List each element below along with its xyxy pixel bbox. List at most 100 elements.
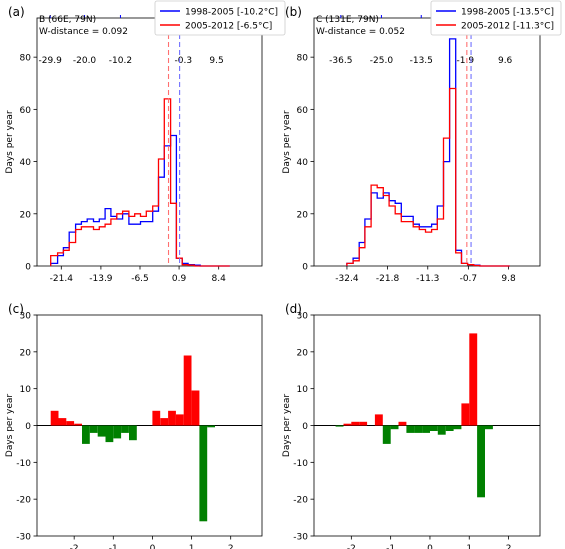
panel-c-bar xyxy=(113,425,122,439)
panel-a-metric: W-distance = 0.092 xyxy=(39,27,128,37)
panel-d-ylabel: Days per year xyxy=(282,394,292,458)
panel-c-bar xyxy=(129,425,137,441)
panel-a-legend-label: 2005-2012 [-6.5°C] xyxy=(185,22,272,32)
panel-c-bar xyxy=(50,410,59,426)
panel-c-xtick-label: -2 xyxy=(70,544,79,549)
panel-b-xtick-label: -0.7 xyxy=(460,274,478,284)
panel-c-bar xyxy=(82,425,90,444)
panel-d-ytick-label: -10 xyxy=(293,459,308,469)
panel-d-ytick-label: 20 xyxy=(297,348,309,358)
panel-d-bar xyxy=(445,425,454,431)
panel-d-xtick-label: 0 xyxy=(427,544,433,549)
panel-a-series-1 xyxy=(50,134,230,267)
panel-c-bar xyxy=(89,425,98,433)
panel-a-xtick-label: -13.9 xyxy=(89,274,113,284)
panel-b-frame xyxy=(313,17,541,267)
panel-d-xtick-label: 1 xyxy=(466,544,472,549)
panel-b-legend-label: 2005-2012 [-11.3°C] xyxy=(461,22,554,32)
panel-c-xtick-label: -1 xyxy=(109,544,118,549)
panel-d-bar xyxy=(469,333,478,426)
panel-d-bar xyxy=(414,425,423,433)
panel-a-ytick-label: 40 xyxy=(20,158,32,168)
panel-a-ytick-label: 80 xyxy=(20,54,32,64)
panel-c-ytick-label: -20 xyxy=(16,496,31,506)
panel-c-bar xyxy=(168,410,176,426)
panel-d-label: (d) xyxy=(285,302,302,316)
panel-a-ytick-label: 0 xyxy=(25,263,31,273)
panel-c-bar xyxy=(207,425,215,428)
panel-b-series-2 xyxy=(346,87,510,267)
panel-c-bar xyxy=(121,425,129,433)
panel-a-top-tick-label: -29.9 xyxy=(39,56,63,66)
panel-c-label: (c) xyxy=(8,302,24,316)
panel-b-site: C (131E, 79N) xyxy=(316,15,379,25)
panel-a-ytick-label: 20 xyxy=(20,210,32,220)
panel-b-ytick-label: 40 xyxy=(297,158,309,168)
panel-c-ytick-label: 20 xyxy=(20,348,32,358)
panel-b-legend-label: 1998-2005 [-13.5°C] xyxy=(461,8,554,18)
panel-a-top-tick-label: -0.3 xyxy=(175,56,193,66)
panel-d-bar xyxy=(374,414,383,426)
panel-a-top-tick-label: -20.0 xyxy=(73,56,97,66)
panel-c-bar xyxy=(175,414,184,426)
panel-c-bar xyxy=(152,410,161,426)
panel-c-ytick-label: 10 xyxy=(20,385,32,395)
panel-a-top-tick-label: -10.2 xyxy=(109,56,132,66)
panel-a-top-tick-label: 9.5 xyxy=(209,56,223,66)
panel-b-metric: W-distance = 0.052 xyxy=(316,27,405,37)
panel-b-xtick-label: -32.4 xyxy=(335,274,359,284)
panel-d-bar xyxy=(406,425,415,433)
panel-d-xtick-label: -1 xyxy=(386,544,395,549)
panel-c-bar xyxy=(160,418,169,426)
panel-d-bar xyxy=(335,425,344,427)
panel-c-xtick-label: 0 xyxy=(150,544,156,549)
panel-c-ytick-label: 30 xyxy=(20,312,32,322)
panel-d-bar xyxy=(351,421,360,426)
panel-d-ytick-label: -20 xyxy=(293,496,308,506)
panel-a-label: (a) xyxy=(8,5,25,19)
panel-d-xtick-label: 2 xyxy=(506,544,512,549)
panel-d-bar xyxy=(437,425,446,435)
panel-b-xtick-label: -21.8 xyxy=(376,274,400,284)
panel-c-bar xyxy=(191,390,200,426)
panel-d-bar xyxy=(382,425,391,444)
panel-c-bar xyxy=(66,421,75,426)
panel-d-bar xyxy=(422,425,430,433)
panel-b-ylabel: Days per year xyxy=(282,110,292,174)
panel-c-ytick-label: -10 xyxy=(16,459,31,469)
panel-a-site: B (66E, 79N) xyxy=(39,15,96,25)
panel-b-label: (b) xyxy=(285,5,302,19)
panel-b-top-tick-label: -13.5 xyxy=(410,56,433,66)
panel-d-bar xyxy=(453,425,462,430)
panel-a-legend-label: 1998-2005 [-10.2°C] xyxy=(185,8,278,18)
panel-b-ytick-label: 0 xyxy=(302,263,308,273)
panel-a-series-2 xyxy=(50,98,230,267)
panel-c-bar xyxy=(199,425,208,522)
panel-d-bar xyxy=(461,403,470,426)
panel-d-xtick-label: -2 xyxy=(347,544,356,549)
panel-c-ytick-label: -30 xyxy=(16,533,31,543)
panel-b-legend xyxy=(430,0,562,36)
panel-b-top-tick-label: -1.9 xyxy=(457,56,475,66)
panel-b-ytick-label: 20 xyxy=(297,210,309,220)
panel-d-ytick-label: 0 xyxy=(302,422,308,432)
panel-a-frame xyxy=(36,17,263,267)
panel-a-xtick-label: 8.4 xyxy=(212,274,227,284)
panel-c-bar xyxy=(105,425,114,443)
panel-d-bar xyxy=(485,425,493,430)
panel-d-bar xyxy=(477,425,485,498)
panel-c-bar xyxy=(97,425,106,437)
panel-c-ytick-label: 0 xyxy=(25,422,31,432)
panel-c-bar xyxy=(183,355,192,426)
panel-b-ytick-label: 60 xyxy=(297,106,309,116)
panel-b-ytick-label: 80 xyxy=(297,54,309,64)
panel-c-xtick-label: 2 xyxy=(228,544,234,549)
panel-d-bar xyxy=(398,421,407,426)
panel-a-xtick-label: 0.9 xyxy=(172,274,187,284)
panel-b-top-tick-label: -36.5 xyxy=(329,56,352,66)
panel-d-bar xyxy=(429,425,438,431)
panel-b-xtick-label: -11.3 xyxy=(416,274,439,284)
panel-d-ytick-label: 30 xyxy=(297,312,309,322)
panel-c-bar xyxy=(58,418,67,426)
